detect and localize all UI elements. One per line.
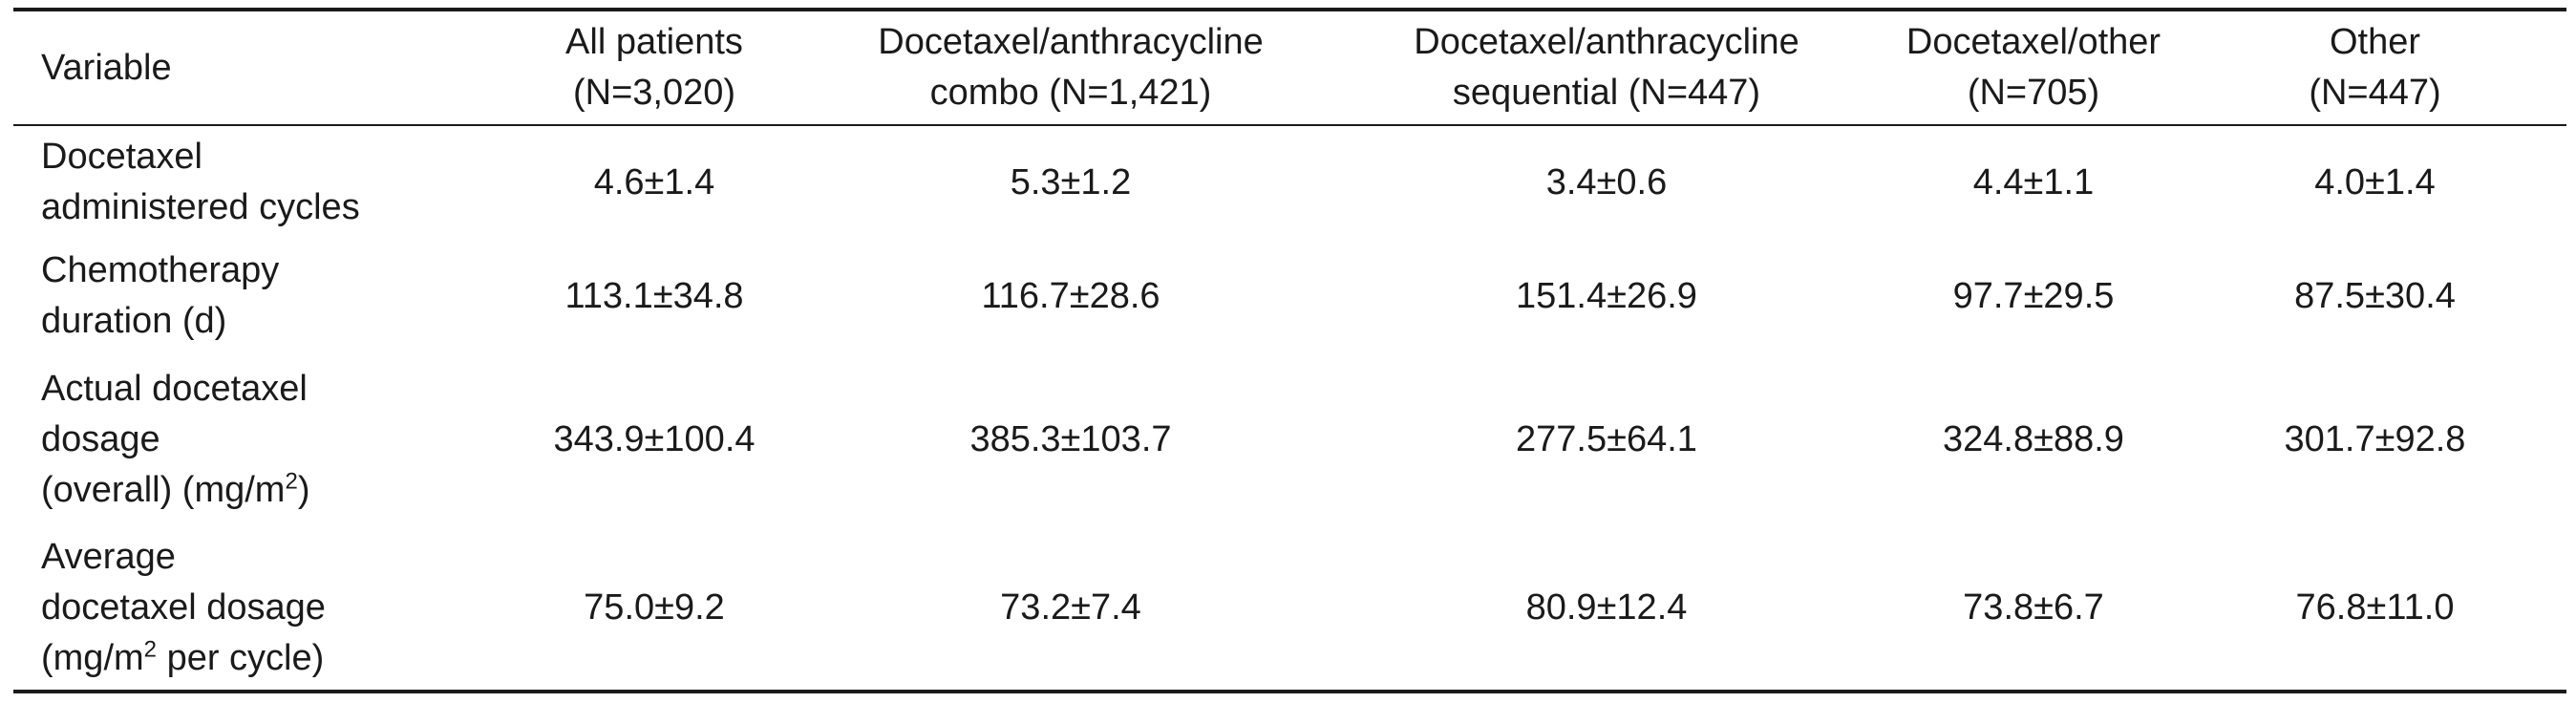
text-line: duration (d) bbox=[41, 296, 497, 347]
header-cell: Docetaxel/anthracycline sequential (N=447… bbox=[1330, 10, 1884, 125]
table-body: Docetaxel administered cycles 4.6±1.4 5.3±1… bbox=[13, 125, 2566, 692]
text: docetaxel dosage bbox=[41, 587, 326, 628]
text: duration (d) bbox=[41, 301, 227, 341]
text: combo (N=1,421) bbox=[929, 73, 1212, 113]
value-cell: 80.9±12.4 bbox=[1525, 587, 1688, 628]
value-cell: 113.1±34.8 bbox=[564, 275, 744, 316]
text: per cycle) bbox=[157, 638, 325, 678]
text-line: Chemotherapy bbox=[41, 245, 497, 296]
value-cell: 4.6±1.4 bbox=[593, 161, 715, 202]
text-line: Docetaxel/other bbox=[1884, 17, 2183, 68]
row-label: Chemotherapy duration (d) bbox=[13, 239, 497, 353]
header-cell: All patients (N=3,020) bbox=[497, 10, 812, 125]
text: (mg/m bbox=[41, 638, 144, 678]
value-cell: 87.5±30.4 bbox=[2294, 275, 2456, 316]
table-row: Docetaxel administered cycles 4.6±1.4 5.3±1… bbox=[13, 125, 2566, 239]
text-line: Average bbox=[41, 532, 497, 583]
header-cell: Docetaxel/other (N=705) bbox=[1884, 10, 2183, 125]
text-line: Docetaxel/anthracycline bbox=[1330, 17, 1884, 68]
row-label: Docetaxel administered cycles bbox=[13, 125, 497, 239]
text-line: combo (N=1,421) bbox=[812, 68, 1330, 118]
text: (N=3,020) bbox=[572, 73, 736, 113]
table-row: Actual docetaxel dosage (overall) (mg/m2) 3… bbox=[13, 353, 2566, 526]
text: (overall) (mg/m bbox=[41, 470, 286, 510]
value-cell: 151.4±26.9 bbox=[1516, 275, 1697, 316]
table-header: Variable All patients (N=3,020) Docetaxel/a… bbox=[13, 10, 2566, 125]
value-cell: 324.8±88.9 bbox=[1943, 419, 2124, 459]
value-cell: 301.7±92.8 bbox=[2284, 419, 2466, 459]
text-line: Docetaxel/anthracycline bbox=[812, 17, 1330, 68]
value-cell: 73.8±6.7 bbox=[1963, 587, 2104, 628]
value-cell: 277.5±64.1 bbox=[1516, 419, 1697, 459]
header-cell: Docetaxel/anthracycline combo (N=1,421) bbox=[812, 10, 1330, 125]
text: Docetaxel/anthracycline bbox=[878, 22, 1264, 62]
text: Docetaxel bbox=[41, 137, 202, 177]
row-label: Average docetaxel dosage (mg/m2 per cycle) bbox=[13, 526, 497, 692]
value-cell: 3.4±0.6 bbox=[1545, 161, 1668, 202]
text-line: Other bbox=[2183, 17, 2566, 68]
text-line: Actual docetaxel bbox=[41, 364, 497, 415]
text: dosage bbox=[41, 419, 160, 459]
data-table: Variable All patients (N=3,020) Docetaxel/a… bbox=[13, 8, 2566, 693]
text-line: (N=447) bbox=[2183, 68, 2566, 118]
text-line: Variable bbox=[41, 43, 497, 94]
header-cell: Variable bbox=[13, 10, 497, 125]
value-cell: 116.7±28.6 bbox=[981, 275, 1160, 316]
text: Other bbox=[2329, 22, 2421, 62]
text-line: (mg/m2 per cycle) bbox=[41, 633, 497, 684]
text: ) bbox=[297, 470, 310, 510]
text-line: dosage bbox=[41, 415, 497, 465]
text-line: docetaxel dosage bbox=[41, 583, 497, 633]
text: Docetaxel/anthracycline bbox=[1414, 22, 1799, 62]
value-cell: 97.7±29.5 bbox=[1952, 275, 2115, 316]
value-cell: 385.3±103.7 bbox=[969, 419, 1172, 459]
text-line: (N=3,020) bbox=[497, 68, 812, 118]
row-label: Actual docetaxel dosage (overall) (mg/m2) bbox=[13, 353, 497, 526]
superscript: 2 bbox=[143, 636, 158, 663]
value-cell: 4.4±1.1 bbox=[1972, 161, 2095, 202]
text: Variable bbox=[41, 47, 172, 88]
text-line: All patients bbox=[497, 17, 812, 68]
text: Actual docetaxel bbox=[41, 369, 308, 409]
text-line: administered cycles bbox=[41, 182, 497, 233]
text-line: Docetaxel bbox=[41, 132, 497, 182]
value-cell: 75.0±9.2 bbox=[584, 587, 725, 628]
superscript: 2 bbox=[285, 468, 298, 495]
value-cell: 5.3±1.2 bbox=[1010, 161, 1132, 202]
text: Docetaxel/other bbox=[1905, 22, 2161, 62]
header-row: Variable All patients (N=3,020) Docetaxel/a… bbox=[13, 10, 2566, 125]
text: administered cycles bbox=[41, 187, 360, 227]
text: All patients bbox=[565, 22, 743, 62]
value-cell: 73.2±7.4 bbox=[1000, 587, 1141, 628]
value-cell: 4.0±1.4 bbox=[2314, 161, 2436, 202]
table-row: Average docetaxel dosage (mg/m2 per cycle)… bbox=[13, 526, 2566, 692]
value-cell: 343.9±100.4 bbox=[553, 419, 756, 459]
text: (N=447) bbox=[2309, 73, 2441, 113]
text: Average bbox=[41, 537, 176, 577]
text: sequential (N=447) bbox=[1452, 73, 1761, 113]
header-cell: Other (N=447) bbox=[2183, 10, 2566, 125]
text-line: (overall) (mg/m2) bbox=[41, 465, 497, 516]
table-row: Chemotherapy duration (d) 113.1±34.8 116.7±… bbox=[13, 239, 2566, 353]
text: (N=705) bbox=[1967, 73, 2100, 113]
value-cell: 76.8±11.0 bbox=[2295, 587, 2455, 628]
text: Chemotherapy bbox=[41, 250, 280, 290]
text-line: (N=705) bbox=[1884, 68, 2183, 118]
text-line: sequential (N=447) bbox=[1330, 68, 1884, 118]
